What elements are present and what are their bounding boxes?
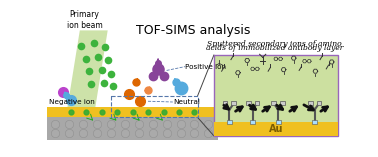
Text: Negative ion: Negative ion	[49, 99, 94, 105]
Polygon shape	[214, 122, 338, 136]
Text: acids of immobilized antibody layer: acids of immobilized antibody layer	[206, 44, 343, 52]
Polygon shape	[47, 107, 218, 117]
Text: Au: Au	[269, 124, 283, 134]
Text: Neutral: Neutral	[173, 99, 200, 105]
Polygon shape	[47, 117, 218, 140]
Polygon shape	[214, 55, 338, 136]
Bar	[271, 101, 276, 105]
Bar	[223, 101, 227, 105]
Bar	[250, 120, 255, 124]
Text: Primary
ion beam: Primary ion beam	[67, 10, 102, 30]
Text: Sputtered secondary ions of amino: Sputtered secondary ions of amino	[207, 40, 342, 48]
Bar	[312, 120, 317, 124]
Polygon shape	[67, 30, 108, 107]
Text: TOF-SIMS analysis: TOF-SIMS analysis	[136, 24, 250, 37]
Bar	[280, 101, 285, 105]
Bar	[255, 101, 259, 105]
Text: Positive ion: Positive ion	[185, 64, 226, 70]
Bar	[246, 101, 251, 105]
Bar	[111, 96, 198, 117]
Bar	[308, 101, 313, 105]
Bar	[231, 101, 236, 105]
Bar	[317, 101, 321, 105]
Bar	[276, 120, 280, 124]
Bar	[227, 120, 232, 124]
